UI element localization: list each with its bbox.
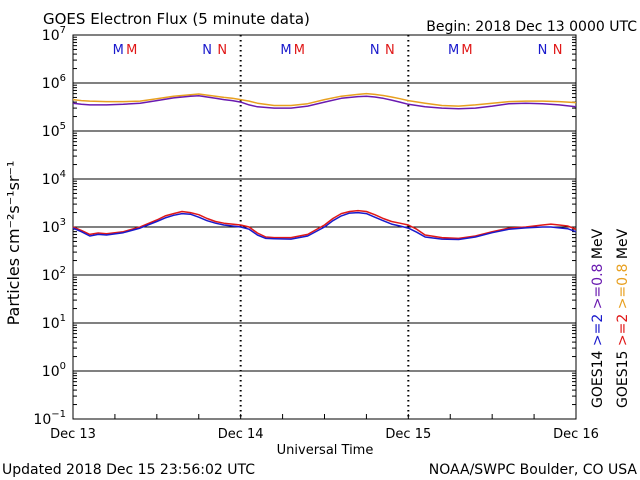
event-marker: M — [294, 43, 305, 58]
legend-entry: >=0.8 — [615, 264, 631, 314]
y-tick-label: 101 — [42, 313, 66, 332]
event-marker: M — [280, 43, 291, 58]
legend-entry: >=2 — [615, 314, 631, 351]
y-tick-label: 10−1 — [33, 409, 66, 428]
y-tick-label: 104 — [42, 169, 66, 188]
event-marker: N — [202, 43, 212, 58]
x-axis-label: Universal Time — [277, 443, 374, 458]
x-tick-label: Dec 16 — [553, 427, 599, 442]
legend-entry: MeV — [590, 228, 606, 263]
x-tick-label: Dec 13 — [50, 427, 96, 442]
legend-column: GOES15 >=2 >=0.8 MeV — [615, 228, 631, 408]
event-marker: N — [553, 43, 563, 58]
y-tick-label: 102 — [42, 265, 66, 284]
legend-column: GOES14 >=2 >=0.8 MeV — [590, 228, 606, 408]
y-axis-tick-labels: 107 106 105 104 103 102 101 100 10−1 — [33, 25, 66, 428]
data-series — [72, 92, 577, 241]
y-tick-label: 100 — [42, 361, 66, 380]
event-marker: N — [385, 43, 395, 58]
x-axis-tick-labels: Dec 13 Dec 14 Dec 15 Dec 16 — [50, 427, 599, 442]
x-tick-label: Dec 15 — [385, 427, 431, 442]
series-line — [72, 95, 577, 110]
y-axis-label: Particles cm⁻²s⁻¹sr⁻¹ — [4, 161, 23, 326]
event-marker: M — [126, 43, 137, 58]
series-line — [72, 209, 577, 240]
plot-grid — [72, 34, 577, 420]
x-tick-label: Dec 14 — [218, 427, 264, 442]
updated-timestamp: Updated 2018 Dec 15 23:56:02 UTC — [2, 462, 255, 478]
y-tick-label: 105 — [42, 121, 66, 140]
y-tick-label: 103 — [42, 217, 66, 236]
series-line — [72, 92, 577, 107]
legend-entry: GOES15 — [615, 351, 631, 408]
event-marker: M — [113, 43, 124, 58]
event-marker: M — [461, 43, 472, 58]
begin-date: Begin: 2018 Dec 13 0000 UTC — [426, 19, 637, 35]
legend-entry: MeV — [615, 228, 631, 263]
legend-entry: GOES14 — [590, 350, 606, 408]
y-tick-label: 106 — [42, 73, 66, 92]
legend-entry: >=2 — [590, 314, 606, 351]
credit-line: NOAA/SWPC Boulder, CO USA — [429, 462, 638, 478]
event-marker: N — [370, 43, 380, 58]
event-marker: N — [538, 43, 548, 58]
event-marker: N — [217, 43, 227, 58]
event-marker: M — [448, 43, 459, 58]
series-line — [72, 211, 577, 241]
chart-title: GOES Electron Flux (5 minute data) — [43, 10, 310, 28]
legend-entry: >=0.8 — [590, 264, 606, 314]
y-tick-label: 107 — [42, 25, 66, 44]
